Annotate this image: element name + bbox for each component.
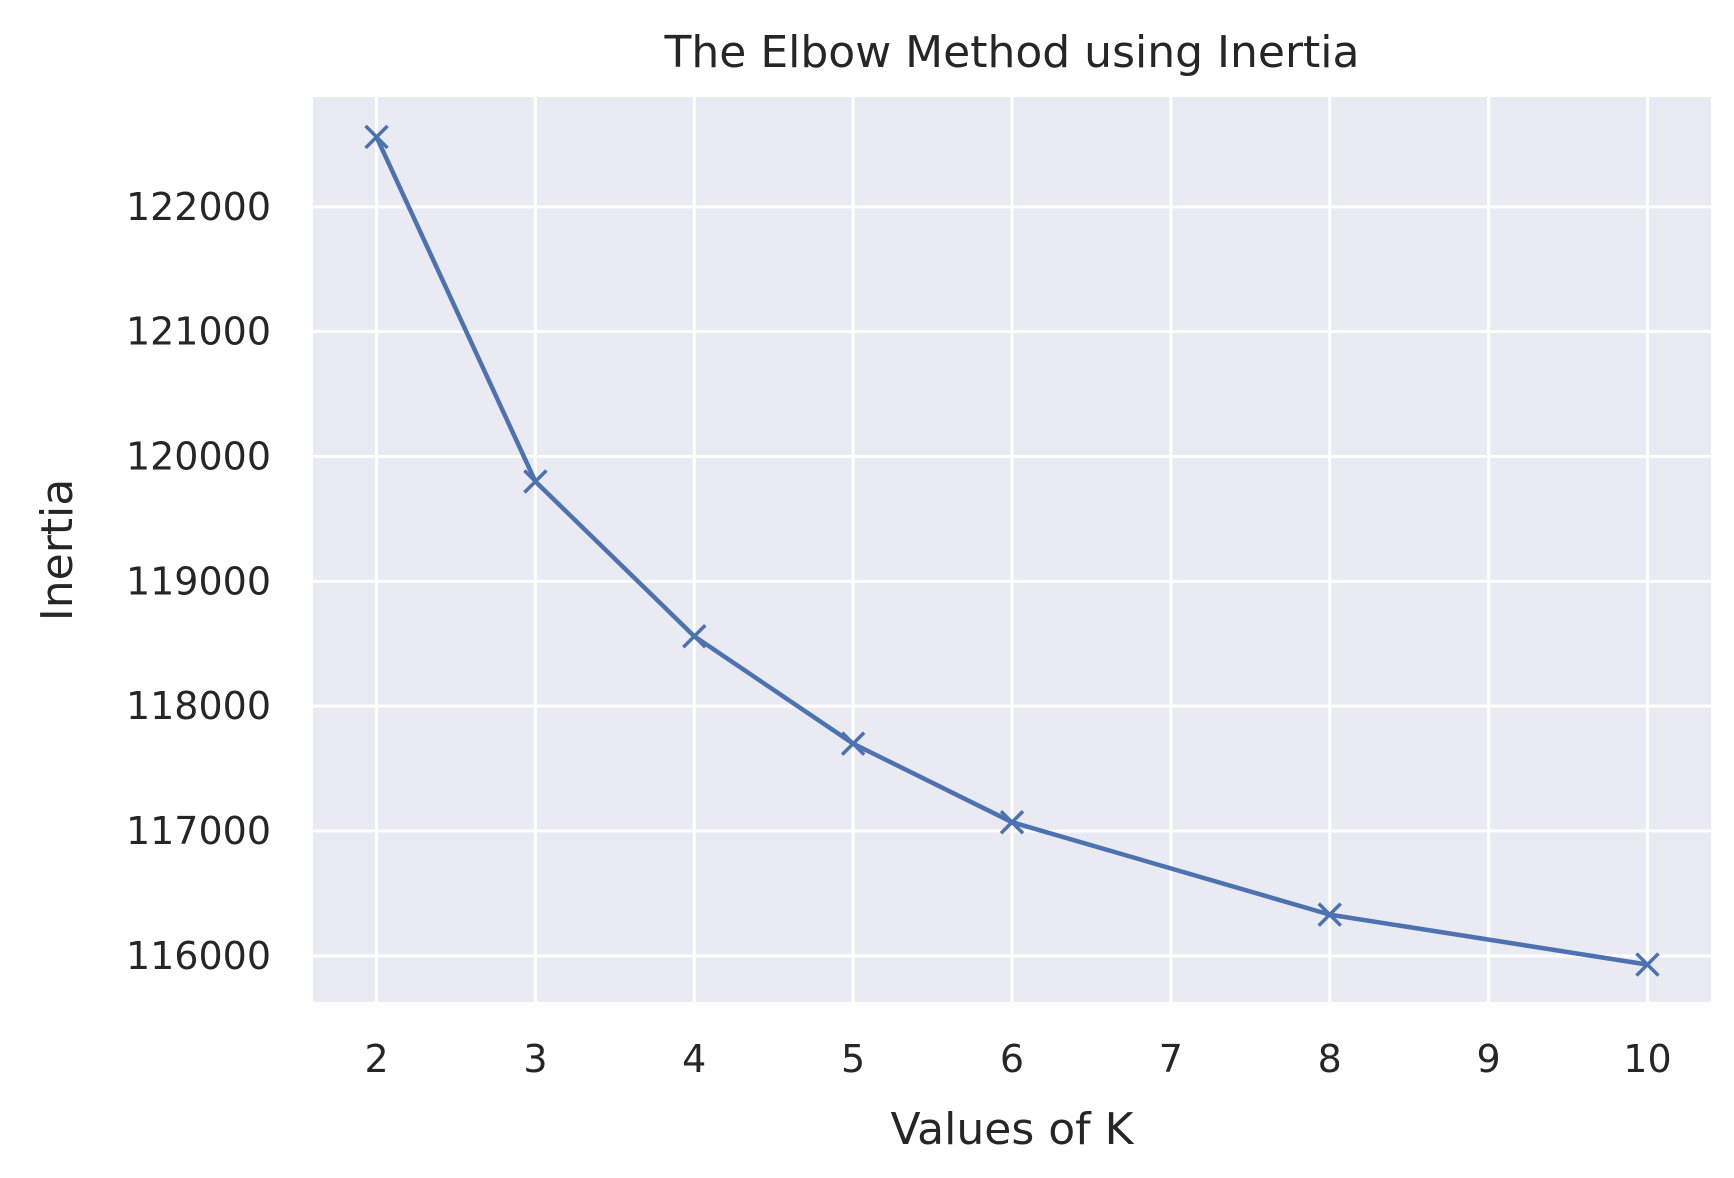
x-tick-label: 10 [1623, 1037, 1671, 1081]
data-point-marker [1635, 952, 1660, 977]
data-point-marker [682, 624, 707, 649]
x-tick-label: 9 [1476, 1037, 1500, 1081]
y-tick-label: 118000 [126, 684, 271, 728]
x-tick-label: 6 [1000, 1037, 1024, 1081]
data-point-marker [364, 124, 389, 150]
y-tick-label: 121000 [126, 310, 271, 354]
series-layer [364, 124, 1660, 977]
chart-title: The Elbow Method using Inertia [664, 27, 1360, 78]
y-tick-label: 122000 [126, 185, 271, 229]
x-tick-label: 5 [841, 1037, 865, 1081]
y-axis-label: Inertia [32, 479, 83, 621]
x-tick-label: 4 [682, 1037, 706, 1081]
data-point-marker [1317, 902, 1342, 927]
y-tick-label: 117000 [126, 809, 271, 853]
data-point-marker [999, 810, 1025, 835]
x-gridlines [375, 97, 1649, 1002]
x-tick-label: 8 [1318, 1037, 1342, 1081]
x-tick-labels: 2 3 4 5 6 7 8 9 10 [364, 1037, 1671, 1081]
x-tick-label: 2 [364, 1037, 388, 1081]
y-tick-label: 116000 [126, 934, 271, 978]
x-tick-label: 3 [523, 1037, 547, 1081]
y-tick-labels: 116000 117000 118000 119000 120000 121000 1220… [126, 185, 271, 978]
y-tick-label: 119000 [126, 559, 271, 603]
data-point-marker [840, 731, 866, 756]
y-tick-label: 120000 [126, 435, 271, 479]
data-point-marker [523, 469, 548, 494]
x-tick-label: 7 [1159, 1037, 1183, 1081]
y-gridlines [313, 205, 1711, 958]
x-axis-label: Values of K [891, 1104, 1135, 1155]
